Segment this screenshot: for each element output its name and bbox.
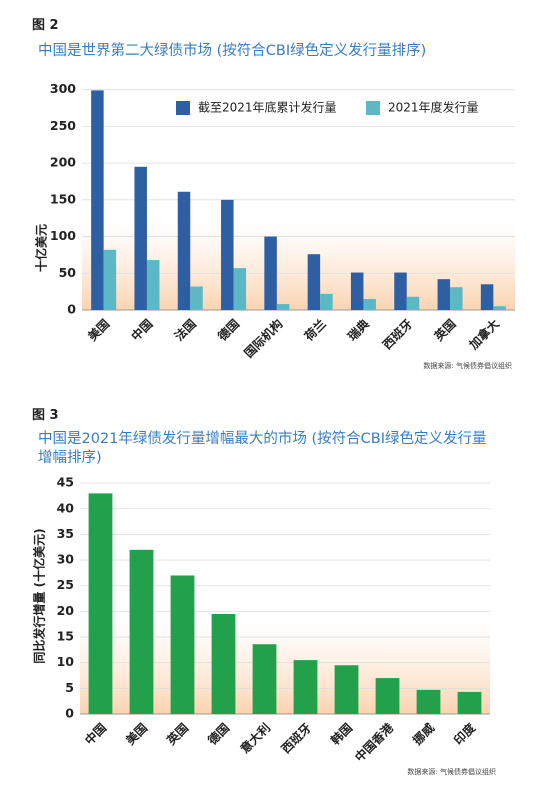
- y-tick-label: 50: [59, 265, 77, 280]
- bar: [129, 549, 154, 714]
- x-tick-label: 印度: [451, 719, 479, 747]
- bar: [307, 254, 321, 310]
- y-tick-label: 15: [57, 629, 74, 644]
- y-tick-label: 300: [50, 81, 76, 96]
- bar: [480, 284, 494, 310]
- bar: [437, 279, 451, 310]
- bar: [276, 304, 290, 310]
- bar: [363, 298, 376, 310]
- source: 数据来源: 气候债券倡议组织: [423, 361, 512, 370]
- figure-label: 图 3: [32, 408, 59, 423]
- y-axis-label: 同比发行增量 (十亿美元): [32, 528, 47, 663]
- legend-swatch: [366, 101, 380, 115]
- bar: [375, 678, 400, 714]
- bar: [493, 306, 506, 310]
- bar: [177, 191, 191, 310]
- y-tick-label: 200: [50, 155, 76, 170]
- bar: [334, 665, 359, 714]
- bar: [134, 166, 147, 310]
- bar: [252, 644, 277, 714]
- y-tick-label: 45: [57, 475, 74, 490]
- y-tick-label: 0: [67, 302, 76, 317]
- bar: [211, 613, 236, 714]
- legend-swatch: [176, 101, 190, 115]
- y-tick-label: 150: [50, 191, 76, 206]
- y-tick-label: 250: [50, 118, 76, 133]
- x-tick-label: 瑞典: [344, 316, 372, 344]
- bar: [233, 268, 247, 310]
- x-tick-label: 中国: [82, 720, 110, 748]
- bar: [264, 236, 277, 310]
- bar: [293, 660, 318, 714]
- bar: [394, 272, 407, 310]
- x-tick-label: 美国: [85, 316, 113, 344]
- figure-label: 图 2: [32, 18, 59, 33]
- x-tick-label: 韩国: [328, 720, 356, 748]
- bar: [350, 272, 364, 310]
- y-axis-label: 十亿美元: [34, 224, 49, 272]
- x-tick-label: 中国: [128, 316, 156, 344]
- bar: [103, 249, 117, 310]
- bar: [221, 199, 234, 310]
- x-tick-label: 意大利: [237, 720, 273, 756]
- y-tick-label: 20: [57, 603, 75, 618]
- x-tick-label: 西班牙: [278, 720, 314, 756]
- x-tick-label: 美国: [123, 720, 151, 748]
- x-tick-label: 西班牙: [379, 316, 415, 352]
- bar: [88, 493, 113, 714]
- y-tick-label: 30: [57, 552, 75, 567]
- y-tick-label: 25: [57, 577, 74, 592]
- y-tick-label: 100: [50, 228, 76, 243]
- bar: [190, 286, 203, 310]
- chart-title: 中国是2021年绿债发行量增幅最大的市场 (按符合CBI绿色定义发行量增幅排序): [38, 431, 487, 466]
- x-tick-label: 英国: [164, 720, 192, 748]
- chart-title: 中国是世界第二大绿债市场 (按符合CBI绿色定义发行量排序): [38, 43, 427, 59]
- bar: [406, 296, 420, 310]
- x-tick-label: 德国: [205, 720, 233, 748]
- y-tick-label: 0: [65, 706, 74, 721]
- x-tick-label: 英国: [431, 316, 459, 344]
- y-tick-label: 35: [57, 526, 74, 541]
- x-tick-label: 加拿大: [465, 316, 502, 353]
- y-tick-label: 40: [57, 500, 75, 515]
- source: 数据来源: 气候债券倡议组织: [407, 767, 496, 776]
- y-tick-label: 5: [65, 680, 74, 695]
- x-tick-label: 德国: [215, 316, 243, 344]
- bar: [416, 689, 441, 714]
- bar: [320, 293, 333, 310]
- y-tick-label: 10: [57, 654, 75, 669]
- legend-label: 截至2021年底累计发行量: [198, 100, 337, 115]
- bar: [457, 691, 482, 714]
- legend-label: 2021年度发行量: [388, 100, 479, 115]
- x-tick-label: 荷兰: [300, 316, 328, 344]
- bar: [91, 90, 104, 310]
- bar: [146, 260, 160, 310]
- x-tick-label: 中国香港: [352, 719, 397, 764]
- x-tick-label: 法国: [171, 316, 199, 344]
- x-tick-label: 国际机构: [241, 316, 286, 361]
- bar: [170, 575, 195, 714]
- bar: [450, 287, 463, 310]
- x-tick-label: 挪威: [410, 720, 438, 748]
